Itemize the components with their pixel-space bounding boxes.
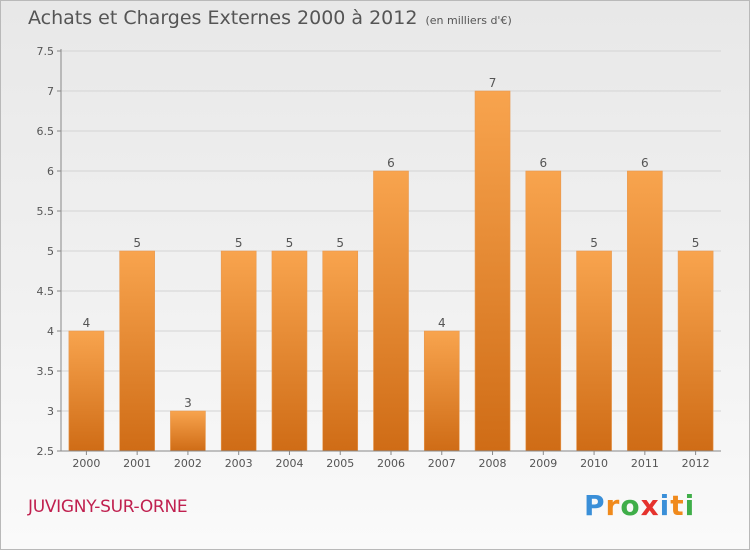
data-label-2009: 6 bbox=[539, 156, 547, 170]
x-tick-label-2000: 2000 bbox=[72, 457, 100, 470]
data-labels: 4 5 3 5 5 5 6 4 7 6 5 6 5 bbox=[83, 76, 700, 410]
logo-letter-5: t bbox=[670, 489, 685, 522]
x-tick-label-2010: 2010 bbox=[580, 457, 608, 470]
bar-2001 bbox=[119, 250, 155, 452]
logo-letter-3: x bbox=[640, 489, 660, 522]
y-tick-label-6: 5.5 bbox=[37, 205, 55, 218]
bar-2005 bbox=[322, 250, 359, 452]
data-label-2008: 7 bbox=[489, 76, 497, 90]
data-label-2002: 3 bbox=[184, 396, 192, 410]
data-label-2000: 4 bbox=[83, 316, 91, 330]
bar-2004 bbox=[271, 250, 308, 452]
x-tick-label-2002: 2002 bbox=[174, 457, 202, 470]
x-tick-labels: 2000 2001 2002 2003 2004 2005 2006 2007 2008 2009… bbox=[72, 451, 710, 470]
data-label-2003: 5 bbox=[235, 236, 243, 250]
logo-letter-0: P bbox=[584, 489, 606, 522]
x-tick-label-2007: 2007 bbox=[428, 457, 456, 470]
data-label-2004: 5 bbox=[286, 236, 294, 250]
chart-title: Achats et Charges Externes 2000 à 2012 (e… bbox=[28, 7, 512, 29]
chart-unit-note: (en milliers d'€) bbox=[425, 14, 512, 27]
bar-2002 bbox=[170, 410, 206, 452]
bar-2009 bbox=[525, 170, 562, 452]
bar-2008 bbox=[474, 90, 511, 452]
y-tick-label-3: 4 bbox=[47, 325, 54, 338]
data-label-2007: 4 bbox=[438, 316, 446, 330]
axes bbox=[60, 49, 721, 452]
x-tick-label-2011: 2011 bbox=[631, 457, 659, 470]
x-tick-label-2003: 2003 bbox=[225, 457, 253, 470]
bar-2011 bbox=[627, 170, 663, 452]
y-tick-label-10: 7.5 bbox=[37, 45, 55, 58]
data-label-2005: 5 bbox=[336, 236, 344, 250]
y-tick-label-8: 6.5 bbox=[37, 125, 55, 138]
bar-2000 bbox=[68, 330, 105, 452]
bar-2003 bbox=[220, 250, 257, 452]
y-tick-label-0: 2.5 bbox=[37, 445, 55, 458]
y-tick-label-4: 4.5 bbox=[37, 285, 55, 298]
town-name: JUVIGNY-SUR-ORNE bbox=[28, 497, 188, 517]
x-tick-label-2006: 2006 bbox=[377, 457, 405, 470]
y-tick-label-9: 7 bbox=[47, 85, 54, 98]
x-tick-label-2004: 2004 bbox=[275, 457, 303, 470]
data-label-2006: 6 bbox=[387, 156, 395, 170]
bar-2012 bbox=[677, 250, 714, 452]
bar-2007 bbox=[423, 330, 460, 452]
bars bbox=[68, 90, 714, 452]
x-tick-label-2005: 2005 bbox=[326, 457, 354, 470]
y-tick-label-1: 3 bbox=[47, 405, 54, 418]
data-label-2012: 5 bbox=[692, 236, 700, 250]
y-tick-label-7: 6 bbox=[47, 165, 54, 178]
chart-title-text: Achats et Charges Externes 2000 à 2012 bbox=[28, 7, 418, 29]
x-tick-label-2012: 2012 bbox=[682, 457, 710, 470]
y-tick-label-2: 3.5 bbox=[37, 365, 55, 378]
x-tick-label-2001: 2001 bbox=[123, 457, 151, 470]
logo-letter-1: r bbox=[605, 489, 621, 522]
logo-letter-6: i bbox=[684, 489, 696, 522]
logo-letter-4: i bbox=[659, 489, 671, 522]
x-tick-label-2008: 2008 bbox=[479, 457, 507, 470]
x-tick-label-2009: 2009 bbox=[529, 457, 557, 470]
data-label-2010: 5 bbox=[590, 236, 598, 250]
data-label-2011: 6 bbox=[641, 156, 649, 170]
bar-2010 bbox=[576, 250, 612, 452]
data-label-2001: 5 bbox=[133, 236, 141, 250]
y-tick-labels: 2.5 3 3.5 4 4.5 5 5.5 6 6.5 7 7.5 bbox=[37, 45, 61, 458]
y-tick-label-5: 5 bbox=[47, 245, 54, 258]
proxiti-logo: Proxiti bbox=[584, 489, 695, 522]
bar-2006 bbox=[373, 170, 409, 452]
logo-letter-2: o bbox=[620, 489, 641, 522]
